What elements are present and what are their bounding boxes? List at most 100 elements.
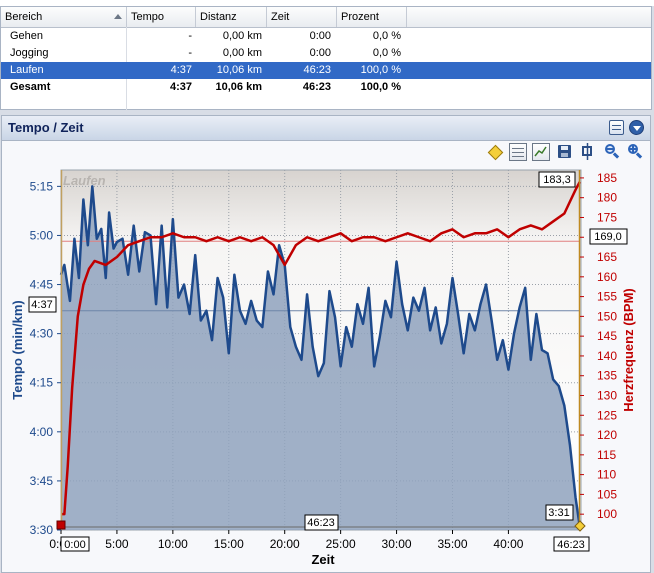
cell-zeit: 0:00 [309, 30, 331, 42]
cell-zeit: 0:00 [309, 47, 331, 59]
end-handle-icon[interactable] [574, 520, 586, 532]
cell-distanz: 10,06 km [215, 81, 262, 93]
pace-area [61, 186, 580, 530]
panel-title: Tempo / Zeit [8, 120, 84, 135]
col-header-zeit[interactable]: Zeit [267, 7, 337, 27]
y-right-tick-label: 160 [597, 270, 617, 284]
table-row[interactable]: Gehen - 0,00 km 0:00 0,0 % [1, 28, 651, 45]
panel-header: Tempo / Zeit [2, 116, 650, 141]
y-left-tick-label: 3:45 [30, 474, 54, 488]
pace-series-line [59, 185, 582, 527]
cell-tempo: 4:37 [169, 81, 192, 93]
y-right-tick-label: 145 [597, 329, 617, 343]
y-right-axis-ticks: 1851801751701651601551501451401351301251… [580, 171, 617, 521]
y-left-tick-label: 5:00 [30, 228, 54, 242]
y-left-axis-ticks: 5:15 5:00 4:45 4:30 4:15 4:00 3:45 3:30 [30, 179, 61, 537]
min-pace-marker: 3:31 [545, 504, 574, 521]
duration-marker: 46:23 [304, 514, 339, 531]
cell-tempo: 4:37 [170, 64, 192, 76]
y-right-tick-label: 120 [597, 428, 617, 442]
max-hr-marker: 183,3 [538, 171, 576, 188]
y-left-tick-label: 4:15 [30, 376, 54, 390]
cell-prozent: 100,0 % [360, 81, 401, 93]
zoom-out-icon[interactable] [603, 143, 621, 161]
y-right-tick-label: 125 [597, 408, 617, 422]
x-tick-label: 5:00 [105, 537, 129, 551]
table-header: Bereich Tempo Distanz Zeit Prozent [1, 7, 651, 28]
y-right-tick-label: 115 [597, 448, 616, 462]
cell-distanz: 10,06 km [216, 64, 262, 76]
cell-tempo: - [188, 47, 192, 59]
col-header-label: Bereich [5, 11, 43, 23]
x-tick-label: 10:00 [158, 537, 188, 551]
avg-hr-label: 169,0 [594, 231, 622, 243]
col-header-prozent[interactable]: Prozent [337, 7, 407, 27]
x-tick-label: 35:00 [437, 537, 467, 551]
chart-edit-icon[interactable] [532, 143, 550, 161]
table-row-total[interactable]: Gesamt 4:37 10,06 km 46:23 100,0 % [1, 79, 651, 96]
y-right-tick-label: 150 [597, 309, 617, 323]
y-right-tick-label: 100 [597, 507, 617, 521]
y-right-tick-label: 105 [597, 487, 617, 501]
table-row[interactable]: Jogging - 0,00 km 0:00 0,0 % [1, 45, 651, 62]
avg-hr-marker: 169,0 [589, 228, 628, 245]
cell-distanz: 0,00 km [222, 47, 262, 59]
x-tick-label: 25:00 [326, 537, 356, 551]
y-left-tick-label: 5:15 [30, 179, 54, 193]
y-right-tick-label: 135 [597, 369, 617, 383]
y-left-tick-label: 4:30 [30, 327, 54, 341]
min-pace-label: 3:31 [548, 507, 569, 519]
col-header-tempo[interactable]: Tempo [127, 7, 196, 27]
cell-bereich: Gesamt [10, 81, 51, 93]
layout-toggle-icon[interactable] [609, 120, 624, 135]
y-left-axis-title: Tempo (min/km) [10, 300, 25, 399]
table-row-selected[interactable]: Laufen 4:37 10,06 km 46:23 100,0 % [1, 62, 651, 79]
cell-prozent: 0,0 % [372, 30, 401, 42]
end-time-label: 46:23 [557, 539, 585, 551]
cell-zeit: 46:23 [302, 81, 331, 93]
watermark-label: Laufen [63, 173, 106, 188]
col-header-distanz[interactable]: Distanz [196, 7, 267, 27]
cell-tempo: - [188, 30, 192, 42]
y-right-tick-label: 130 [597, 388, 617, 402]
cell-prozent: 100,0 % [360, 64, 401, 76]
x-axis-ticks: 0:00 5:00 10:00 15:00 20:00 25:00 30:00 35:00 40… [49, 530, 524, 551]
y-right-tick-label: 110 [597, 468, 616, 482]
start-time-marker[interactable]: 0:00 [60, 536, 90, 552]
collapse-icon[interactable] [629, 120, 644, 135]
cell-zeit: 46:23 [303, 64, 331, 76]
end-time-marker[interactable]: 46:23 [553, 536, 590, 552]
cell-bereich: Laufen [10, 64, 44, 76]
zoom-in-icon[interactable] [626, 143, 644, 161]
table-icon[interactable] [509, 143, 527, 161]
x-tick-label: 30:00 [382, 537, 412, 551]
col-header-bereich[interactable]: Bereich [1, 7, 127, 27]
y-left-tick-label: 3:30 [30, 523, 54, 537]
col-header-label: Prozent [341, 11, 379, 23]
max-hr-label: 183,3 [543, 174, 571, 186]
y-right-tick-label: 180 [597, 191, 617, 205]
col-header-label: Zeit [271, 11, 290, 23]
cell-distanz: 0,00 km [222, 30, 262, 42]
y-left-tick-label: 4:00 [30, 425, 54, 439]
y-right-tick-label: 185 [597, 171, 617, 185]
col-header-label: Distanz [200, 11, 237, 23]
start-handle-icon[interactable] [56, 520, 66, 530]
duration-label: 46:23 [307, 517, 335, 529]
top-edge [0, 0, 654, 6]
avg-pace-marker: 4:37 [28, 296, 57, 313]
col-header-label: Tempo [131, 11, 165, 23]
y-right-tick-label: 165 [597, 250, 617, 264]
cell-prozent: 0,0 % [372, 47, 401, 59]
cell-bereich: Jogging [10, 47, 49, 59]
y-right-tick-label: 140 [597, 349, 617, 363]
x-tick-label: 40:00 [493, 537, 523, 551]
cell-bereich: Gehen [10, 30, 44, 42]
y-right-tick-label: 155 [597, 290, 617, 304]
heart-rate-series-line [61, 181, 581, 516]
y-right-tick-label: 175 [597, 210, 617, 224]
save-icon[interactable] [556, 143, 574, 161]
fit-icon[interactable] [579, 143, 597, 161]
x-axis-title: Zeit [311, 552, 335, 567]
